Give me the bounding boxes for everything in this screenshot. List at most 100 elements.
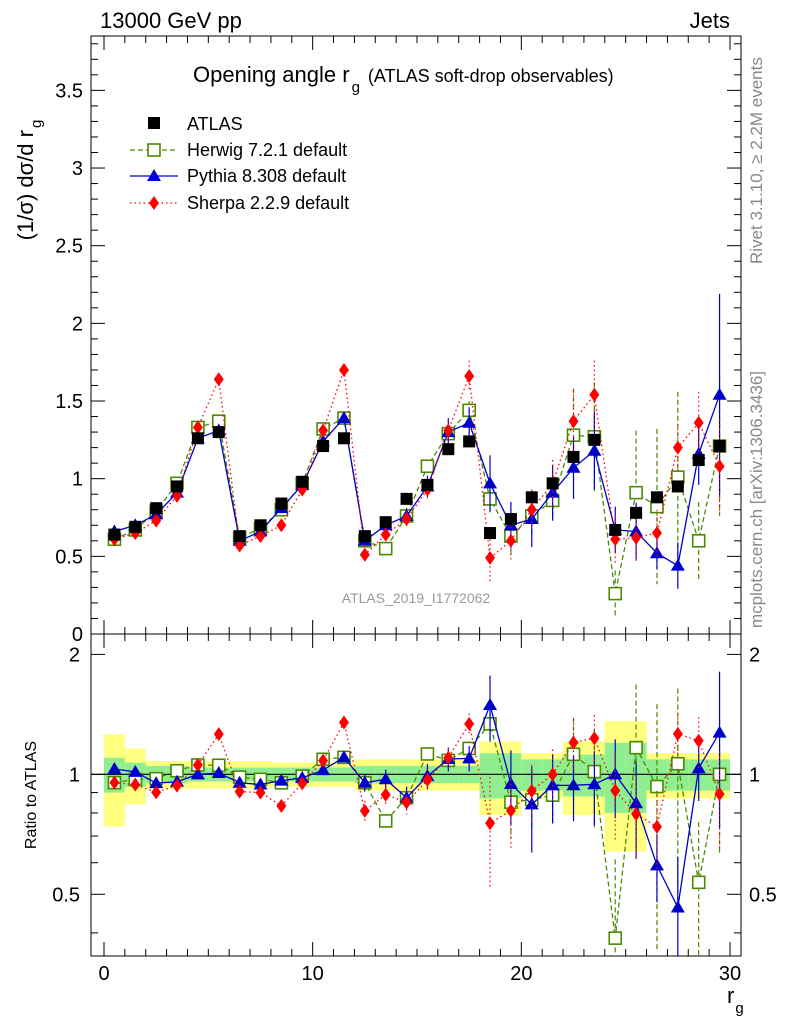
- point-pythia: [587, 443, 602, 456]
- ratio-point-sherpa: [192, 757, 203, 772]
- ratio-point-sherpa: [151, 785, 162, 800]
- point-atlas: [379, 516, 392, 529]
- point-atlas: [400, 492, 413, 505]
- point-pythia: [649, 546, 664, 559]
- ratio-point-pythia: [149, 776, 164, 789]
- legend-marker-sherpa: [149, 196, 159, 210]
- ratio-point-sherpa: [693, 733, 704, 748]
- point-pythia: [712, 387, 727, 400]
- ratio-point-pythia: [190, 767, 205, 780]
- ratio-point-sherpa: [672, 726, 683, 741]
- ratio-y-axis-label: Ratio to ATLAS: [23, 741, 40, 849]
- point-sherpa: [672, 440, 683, 455]
- ratio-point-sherpa: [234, 784, 245, 799]
- point-pythia: [336, 411, 351, 424]
- ratio-point-sherpa: [631, 807, 642, 822]
- point-atlas: [650, 491, 663, 504]
- ratio-point-pythia: [107, 762, 122, 775]
- point-atlas: [317, 440, 330, 453]
- point-atlas: [191, 432, 204, 445]
- ratio-point-pythia: [253, 777, 268, 790]
- point-atlas: [129, 520, 142, 533]
- ratio-point-pythia: [566, 778, 581, 791]
- point-sherpa: [443, 423, 454, 438]
- point-sherpa: [380, 527, 391, 542]
- ratio-point-sherpa: [318, 753, 329, 768]
- legend-label-herwig: Herwig 7.2.1 default: [187, 140, 347, 160]
- ratio-point-pythia: [545, 778, 560, 791]
- y-axis-label-sub: g: [28, 120, 45, 128]
- point-atlas: [358, 530, 371, 543]
- point-atlas: [442, 443, 455, 456]
- x-tick-label: 20: [510, 963, 532, 985]
- ratio-point-pythia: [232, 775, 247, 788]
- ratio-y-tick-label: 1: [69, 764, 80, 786]
- y-tick-label: 0.5: [55, 546, 83, 568]
- y-tick-label: 2.5: [55, 236, 83, 258]
- point-pythia: [629, 524, 644, 537]
- ratio-point-sherpa: [526, 783, 537, 798]
- x-tick-label: 0: [98, 963, 109, 985]
- main-series: [107, 293, 727, 617]
- ratio-point-pythia: [483, 698, 498, 711]
- ratio-point-sherpa: [130, 777, 141, 792]
- ratio-point-herwig: [650, 779, 664, 794]
- ratio-y-tick-label-right: 0.5: [749, 884, 777, 906]
- chart-title-suffix: (ATLAS soft-drop observables): [368, 66, 614, 86]
- point-pythia: [670, 558, 685, 571]
- point-sherpa: [568, 414, 579, 429]
- legend-item-atlas: ATLAS: [148, 114, 243, 134]
- point-atlas: [275, 497, 288, 510]
- ratio-point-pythia: [587, 777, 602, 790]
- y-tick-label: 1.5: [55, 391, 83, 413]
- ratio-point-pythia: [357, 775, 372, 788]
- point-atlas: [484, 527, 497, 540]
- point-sherpa: [693, 415, 704, 430]
- point-herwig: [629, 485, 643, 500]
- point-herwig: [691, 534, 706, 548]
- point-atlas: [609, 523, 622, 536]
- ratio-point-pythia: [336, 750, 351, 763]
- x-axis-label: rg: [727, 983, 744, 1017]
- series-line-pythia: [114, 394, 721, 567]
- ratio-point-pythia: [316, 763, 331, 776]
- point-sherpa: [318, 423, 329, 438]
- side-label-mcplots: mcplots.cern.ch [arXiv:1306.3436]: [747, 371, 766, 628]
- ratio-point-herwig: [691, 875, 706, 890]
- x-axis-label-main: r: [727, 983, 734, 1008]
- point-atlas: [254, 519, 267, 532]
- ratio-point-sherpa: [505, 803, 516, 818]
- ratio-point-herwig: [420, 747, 435, 761]
- point-sherpa: [359, 547, 370, 562]
- ratio-point-sherpa: [172, 778, 183, 793]
- ratio-point-pythia: [524, 797, 539, 810]
- ratio-point-sherpa: [276, 798, 287, 813]
- chart-title-main: Opening angle r: [193, 62, 350, 87]
- header-left: 13000 GeV pp: [100, 8, 242, 33]
- ratio-point-sherpa: [213, 727, 224, 742]
- ratio-point-pythia: [503, 776, 518, 789]
- chart-title: Opening angle rg (ATLAS soft-drop observa…: [193, 62, 614, 96]
- legend-label-pythia: Pythia 8.308 default: [187, 166, 346, 186]
- point-atlas: [671, 480, 684, 493]
- ratio-point-sherpa: [255, 785, 266, 800]
- point-sherpa: [505, 533, 516, 548]
- point-atlas: [546, 477, 559, 490]
- side-label-rivet: Rivet 3.1.10, ≥ 2.2M events: [747, 57, 766, 264]
- point-sherpa: [651, 526, 662, 541]
- series-line-sherpa: [114, 369, 721, 560]
- legend-label-atlas: ATLAS: [187, 114, 243, 134]
- point-atlas: [588, 433, 601, 446]
- ratio-point-sherpa: [443, 750, 454, 765]
- ratio-point-herwig: [671, 756, 685, 771]
- point-sherpa: [589, 387, 600, 402]
- main-axes: 0 0.5 1 1.5 2 2.5 3 3.5: [55, 36, 741, 646]
- legend-item-pythia: Pythia 8.308 default: [130, 166, 346, 186]
- point-atlas: [630, 506, 643, 519]
- point-atlas: [108, 528, 121, 541]
- ratio-point-sherpa: [422, 772, 433, 787]
- y-tick-label: 1: [72, 469, 83, 491]
- ratio-point-sherpa: [338, 715, 349, 730]
- y-tick-label: 3.5: [55, 80, 83, 102]
